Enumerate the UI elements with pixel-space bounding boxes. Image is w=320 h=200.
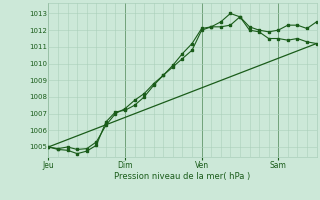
X-axis label: Pression niveau de la mer( hPa ): Pression niveau de la mer( hPa ) bbox=[114, 172, 251, 181]
